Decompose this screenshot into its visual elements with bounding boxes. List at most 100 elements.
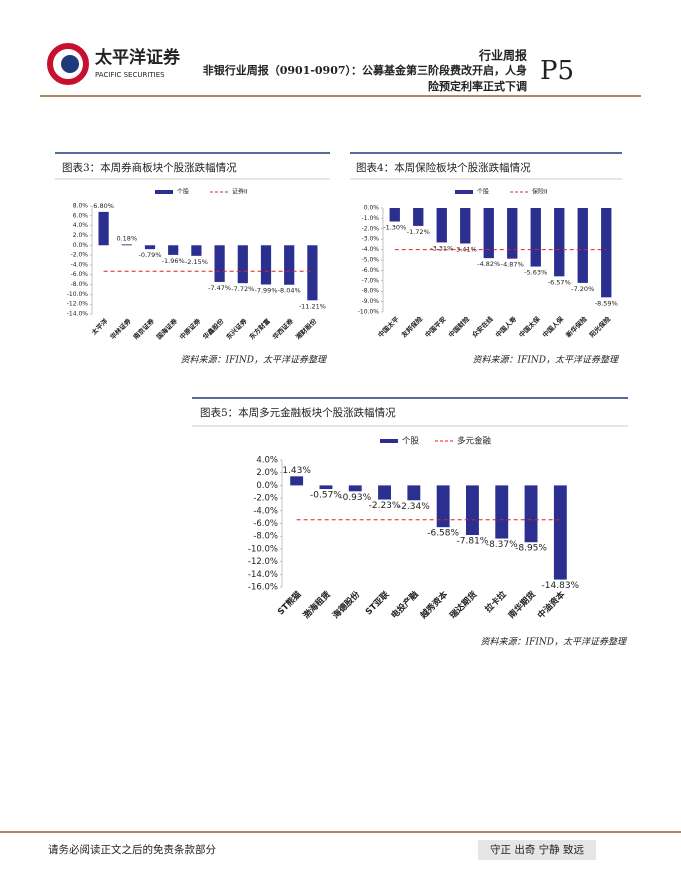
bar	[260, 245, 272, 285]
logo	[47, 43, 89, 85]
bar	[407, 485, 421, 501]
y-tick-label: -6.0%	[253, 519, 278, 529]
value-label: -4.82%	[477, 260, 500, 268]
legend-label: 保险II	[532, 188, 548, 196]
bar	[284, 245, 295, 285]
y-tick-label: -10.0%	[248, 544, 278, 554]
y-tick-label: -4.0%	[253, 506, 278, 516]
y-tick-label: -6.0%	[71, 271, 89, 278]
bar	[460, 208, 471, 244]
value-label: -8.04%	[278, 287, 301, 295]
x-tick-label: 阳光保险	[587, 314, 612, 339]
value-label: -6.57%	[548, 278, 571, 286]
x-tick-label: 渤海租赁	[301, 589, 333, 621]
value-label: -2.23%	[369, 501, 401, 511]
value-label: -7.47%	[208, 284, 231, 292]
bar	[530, 208, 541, 267]
legend-swatch	[380, 439, 398, 443]
value-label: -3.31%	[430, 244, 453, 252]
bar	[495, 485, 509, 539]
logo-core	[61, 55, 79, 73]
value-label: 1.43%	[282, 466, 311, 476]
x-tick-label: 中国平安	[423, 314, 448, 339]
legend-swatch	[155, 190, 173, 194]
value-label: -0.93%	[339, 493, 371, 503]
y-tick-label: -12.0%	[248, 557, 278, 567]
motto-box	[478, 840, 596, 860]
y-tick-label: -16.0%	[248, 583, 278, 593]
page-number: P5	[540, 56, 574, 86]
x-tick-label: 中国人保	[540, 314, 565, 339]
value-label: -0.57%	[310, 491, 342, 501]
x-tick-label: 中国太平	[376, 314, 401, 339]
y-tick-label: -10.0%	[358, 309, 380, 316]
x-tick-label: 湘财股份	[293, 316, 318, 341]
x-tick-label: ST亚联	[363, 589, 392, 618]
value-label: -7.99%	[255, 286, 278, 294]
x-tick-label: 南华期货	[506, 589, 538, 621]
chart-title: 图表4：本周保险板块个股涨跌幅情况	[356, 161, 531, 174]
bar	[483, 208, 494, 259]
y-tick-label: -14.0%	[67, 311, 89, 318]
value-label: -11.21%	[299, 302, 326, 310]
brand-en: PACIFIC SECURITIES	[95, 71, 165, 79]
value-label: -7.72%	[231, 285, 254, 293]
x-tick-label: 海德股份	[330, 589, 362, 621]
x-tick-label: 华鑫股份	[201, 316, 226, 341]
bar	[389, 208, 400, 222]
bar	[413, 208, 424, 226]
y-tick-label: 0.0%	[73, 242, 89, 249]
x-tick-label: 中油资本	[535, 589, 567, 621]
bar	[168, 245, 179, 255]
x-tick-label: 众安在线	[470, 314, 495, 339]
x-tick-label: 友邦保险	[399, 314, 424, 339]
bar	[554, 208, 565, 277]
y-tick-label: -2.0%	[362, 225, 380, 232]
doc-title: 险预定利率正式下调	[428, 79, 527, 93]
y-tick-label: -10.0%	[67, 291, 89, 298]
y-tick-label: -14.0%	[248, 570, 278, 580]
x-tick-label: 越秀资本	[418, 589, 451, 622]
source: 资料来源：IFIND，太平洋证券整理	[481, 637, 628, 648]
source: 资料来源：IFIND，太平洋证券整理	[181, 355, 328, 366]
bar	[436, 485, 450, 528]
x-tick-label: 中原证券	[177, 316, 202, 341]
value-label: -0.79%	[139, 251, 162, 259]
value-label: -5.63%	[524, 269, 547, 277]
y-tick-label: 2.0%	[73, 232, 89, 239]
motto: 守正 出奇 宁静 致远	[490, 843, 585, 856]
bar	[237, 245, 248, 284]
legend-label: 个股	[402, 437, 420, 447]
x-tick-label: 东方财富	[247, 316, 272, 341]
y-tick-label: -4.0%	[71, 261, 89, 268]
value-label: -7.81%	[457, 536, 489, 546]
x-tick-label: ST熊猫	[275, 589, 304, 618]
x-tick-label: 瑞达期货	[448, 589, 480, 621]
value-label: -8.95%	[515, 544, 547, 554]
value-label: -1.30%	[383, 224, 406, 232]
value-label: -14.83%	[542, 581, 580, 591]
value-label: -2.34%	[398, 502, 430, 512]
legend-label: 多元金融	[457, 436, 492, 447]
y-tick-label: -8.0%	[71, 281, 89, 288]
bar	[466, 485, 479, 535]
legend-label: 个股	[477, 189, 489, 196]
brand: 太平洋证券	[95, 47, 181, 68]
value-label: 0.18%	[116, 234, 137, 242]
value-label: -1.72%	[407, 228, 430, 236]
value-label: -8.37%	[486, 540, 518, 550]
bar	[290, 476, 304, 486]
bar	[144, 245, 156, 250]
x-tick-label: 新华保险	[564, 314, 589, 339]
y-tick-label: -8.0%	[362, 288, 380, 295]
bar	[98, 211, 109, 246]
x-tick-label: 中国财险	[446, 314, 471, 339]
source: 资料来源：IFIND，太平洋证券整理	[473, 355, 620, 366]
x-tick-label: 中国人寿	[493, 314, 518, 339]
y-tick-label: 8.0%	[73, 203, 89, 210]
y-tick-label: 0.0%	[256, 481, 278, 491]
y-tick-label: 2.0%	[256, 468, 278, 478]
y-tick-label: -5.0%	[362, 257, 380, 264]
chart-title: 图表5：本周多元金融板块个股涨跌幅情况	[200, 406, 396, 419]
bar	[121, 244, 132, 246]
